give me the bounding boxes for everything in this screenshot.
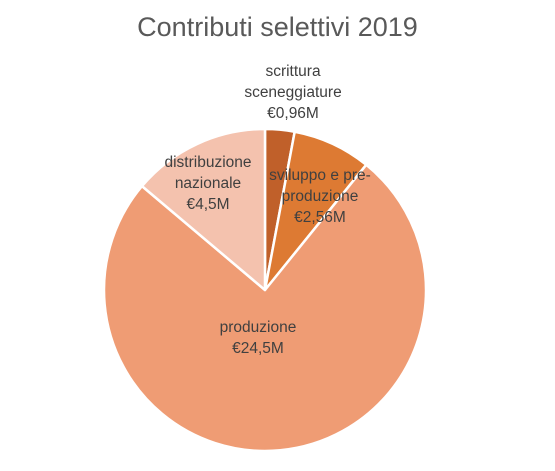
slice-label-line: €24,5M bbox=[232, 340, 284, 357]
slice-label-2: produzione €24,5M bbox=[220, 319, 297, 357]
slice-label-line: produzione bbox=[282, 188, 359, 205]
pie-slice-3 bbox=[140, 127, 267, 292]
slice-label-0: scrittura sceneggiature €0,96M bbox=[244, 63, 341, 122]
slice-label-line: distribuzione bbox=[164, 154, 251, 171]
slice-label-line: sceneggiature bbox=[244, 84, 341, 101]
slice-label-line: scrittura bbox=[265, 63, 321, 80]
slice-label-line: €4,5M bbox=[186, 196, 229, 213]
slice-label-line: €0,96M bbox=[267, 105, 319, 122]
slice-label-line: nazionale bbox=[175, 175, 241, 192]
slice-label-line: €2,56M bbox=[294, 209, 346, 226]
slice-label-line: produzione bbox=[220, 319, 297, 336]
slice-label-line: sviluppo e pre- bbox=[269, 167, 371, 184]
slice-label-3: distribuzione nazionale €4,5M bbox=[164, 154, 251, 213]
pie-slice-2 bbox=[102, 163, 428, 453]
pie-slices bbox=[102, 127, 428, 453]
chart-title: Contributi selettivi 2019 bbox=[137, 12, 418, 42]
slice-label-1: sviluppo e pre-produzione €2,56M bbox=[269, 167, 371, 226]
pie-labels: scrittura sceneggiature €0,96M sviluppo e p… bbox=[164, 63, 370, 357]
